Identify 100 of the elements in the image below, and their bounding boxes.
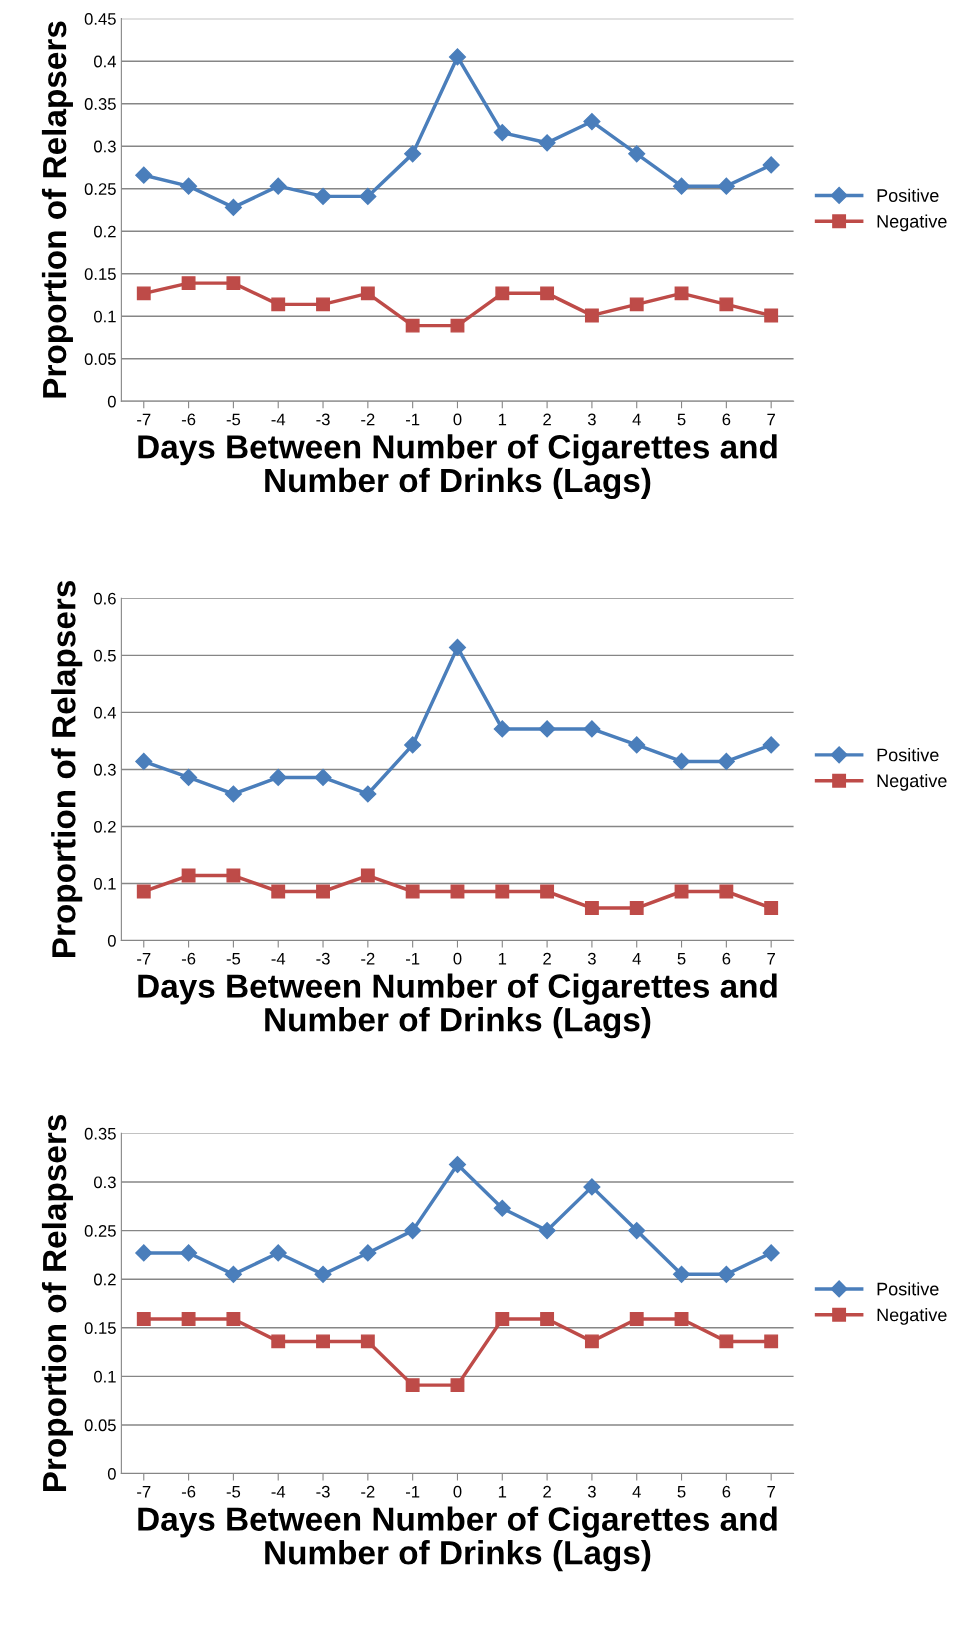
point	[136, 1312, 151, 1326]
y-tick-label: 0.15	[84, 1322, 116, 1334]
x-tick-label: -6	[181, 1485, 196, 1498]
point	[672, 752, 691, 771]
x-tick-label: 2	[543, 952, 551, 965]
point	[538, 1222, 556, 1240]
x-tick-label: 0	[453, 952, 462, 965]
point	[404, 145, 422, 163]
point	[583, 1178, 601, 1196]
point	[495, 286, 510, 301]
x-axis-title: Days Between Number of Cigarettes and Number of Drinks (Lags)	[138, 434, 777, 500]
point	[360, 286, 375, 301]
point	[269, 1244, 287, 1262]
legend-label: Positive	[877, 748, 939, 762]
y-tick-label: 0.5	[93, 649, 116, 662]
y-tick-label: 0.05	[84, 353, 116, 365]
y-tick-label: 0.25	[84, 183, 116, 195]
x-tick-label: 1	[498, 952, 507, 965]
point	[181, 1312, 196, 1326]
point	[135, 166, 153, 184]
y-tick-label: 0.35	[84, 1127, 116, 1140]
x-tick-label: 1	[498, 1485, 507, 1498]
x-axis-title: Days Between Number of Cigarettes and Number of Drinks (Lags)	[138, 973, 777, 1039]
point	[224, 1265, 242, 1283]
point	[493, 720, 511, 738]
point	[316, 1334, 330, 1349]
point	[359, 785, 377, 803]
point	[360, 1334, 375, 1349]
point	[538, 720, 556, 738]
y-tick-label: 0.05	[84, 1419, 116, 1432]
y-tick-label: 0.2	[93, 1273, 116, 1286]
point	[672, 1265, 691, 1283]
y-tick-label: 0.35	[84, 98, 116, 110]
point	[181, 276, 196, 291]
x-tick-label: 0	[453, 1485, 462, 1498]
point	[271, 884, 286, 899]
y-tick-label: 0	[107, 395, 116, 408]
legend-label: Negative	[877, 1308, 947, 1325]
point	[405, 884, 420, 899]
point	[583, 720, 601, 738]
x-tick-label: 5	[677, 1485, 686, 1498]
point	[672, 177, 691, 195]
point	[136, 286, 151, 301]
y-tick-label: 0.6	[93, 592, 116, 605]
point	[359, 187, 377, 205]
point	[224, 198, 242, 216]
x-tick-label: -2	[361, 1485, 375, 1498]
point	[584, 308, 599, 323]
x-tick-label: 2	[543, 1485, 551, 1498]
x-tick-label: 3	[587, 952, 596, 965]
point	[540, 884, 555, 899]
point	[629, 297, 644, 312]
point	[404, 736, 422, 754]
x-tick-label: -5	[226, 1485, 241, 1498]
y-tick-label: 0.4	[93, 55, 117, 68]
x-tick-label: 6	[722, 1485, 731, 1498]
x-tick-label: 7	[767, 1485, 775, 1498]
x-tick-label: -4	[271, 952, 286, 965]
x-tick-label: -7	[137, 952, 151, 965]
y-tick-label: 0.1	[93, 877, 116, 890]
point	[584, 901, 599, 915]
point	[583, 113, 601, 131]
x-tick-label: -6	[181, 413, 196, 426]
point	[224, 785, 242, 803]
point	[628, 1222, 646, 1240]
x-tick-label: -1	[405, 413, 420, 426]
point	[584, 1334, 599, 1349]
point	[450, 318, 465, 333]
x-tick-label: -7	[137, 413, 151, 426]
point	[628, 145, 646, 163]
point	[314, 1265, 332, 1283]
point	[493, 124, 511, 142]
point	[719, 297, 734, 312]
legend-label: Positive	[877, 1282, 939, 1296]
point	[762, 736, 780, 754]
point	[404, 1222, 422, 1240]
y-tick-label: 0.3	[93, 140, 116, 153]
point	[674, 1312, 689, 1326]
x-tick-label: 4	[632, 1485, 641, 1498]
point	[448, 48, 467, 66]
legend-label: Negative	[877, 773, 947, 791]
point	[360, 868, 375, 883]
y-tick-label: 0	[107, 934, 116, 947]
x-tick-label: -3	[316, 413, 330, 426]
point	[314, 768, 332, 786]
x-tick-label: 6	[722, 413, 731, 426]
x-tick-label: -7	[137, 1485, 151, 1498]
point	[764, 901, 779, 915]
point	[495, 1312, 510, 1326]
x-tick-label: -5	[226, 952, 241, 965]
point	[180, 768, 198, 786]
point	[629, 1312, 644, 1326]
point	[448, 638, 467, 656]
point	[719, 884, 734, 899]
x-tick-label: 3	[587, 1485, 596, 1498]
y-tick-label: 0.3	[93, 763, 116, 776]
x-tick-label: 2	[543, 413, 551, 426]
x-tick-label: 4	[632, 413, 641, 426]
point	[269, 177, 287, 195]
y-axis-title: Proportion of Relapsers	[41, 1115, 73, 1492]
